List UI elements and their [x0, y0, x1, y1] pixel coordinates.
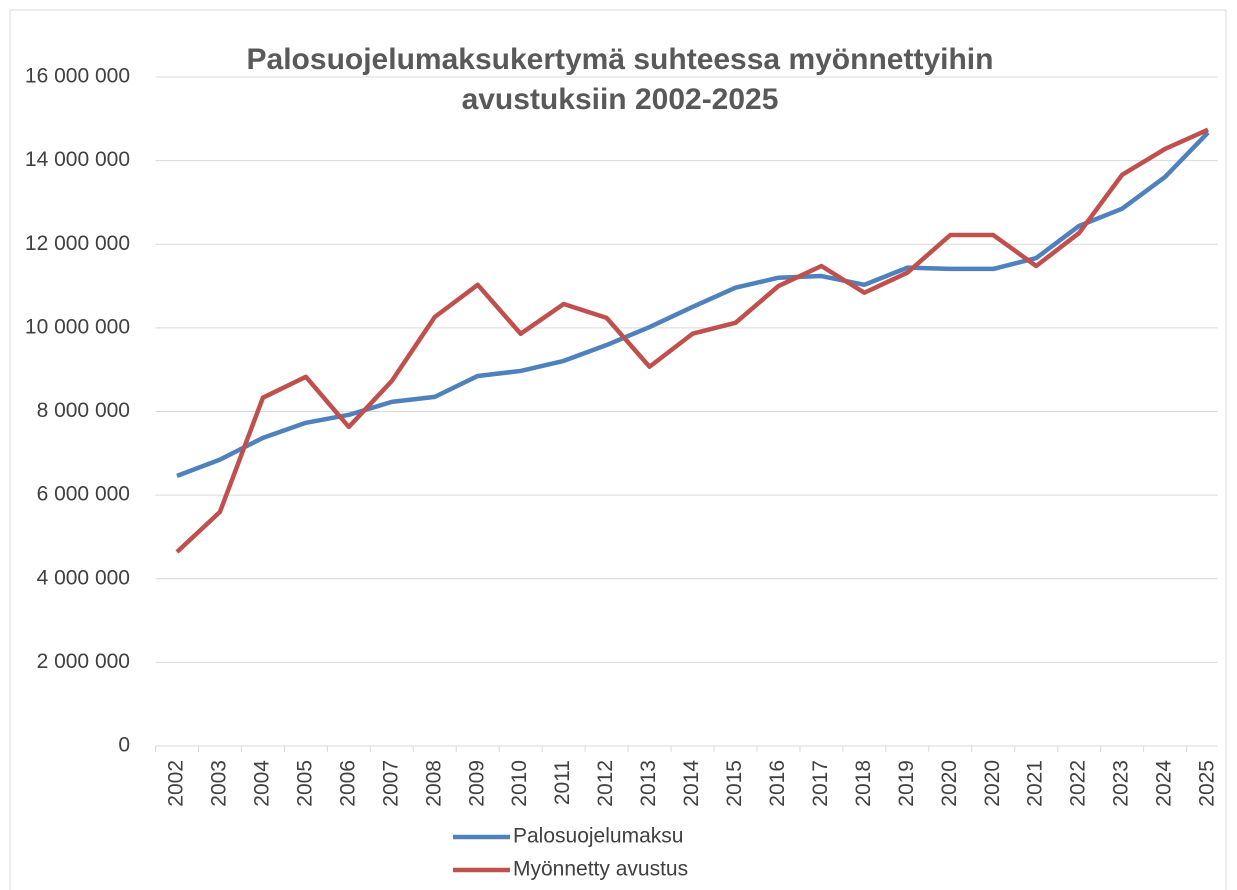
x-tick-label: 2008 — [422, 760, 445, 807]
x-tick-label: 2007 — [379, 760, 402, 807]
y-tick-label: 14 000 000 — [25, 148, 130, 171]
x-tick-label: 2005 — [293, 760, 316, 807]
x-tick-label: 2023 — [1110, 760, 1133, 807]
x-tick-label: 2009 — [465, 760, 488, 807]
y-tick-label: 0 — [118, 734, 130, 757]
x-tick-label: 2013 — [637, 760, 660, 807]
chart-frame — [9, 9, 1227, 890]
x-tick-label: 2003 — [208, 760, 231, 807]
x-tick-label: 2012 — [594, 760, 617, 807]
x-tick-label: 2020 — [938, 760, 961, 807]
y-tick-label: 16 000 000 — [25, 65, 130, 88]
x-tick-label: 2018 — [852, 760, 875, 807]
y-tick-label: 10 000 000 — [25, 315, 130, 338]
y-tick-label: 2 000 000 — [37, 650, 130, 673]
x-tick-label: 2006 — [336, 760, 359, 807]
x-tick-label: 2025 — [1196, 760, 1219, 807]
legend-label: Palosuojelumaksu — [513, 825, 683, 848]
x-tick-label: 2016 — [766, 760, 789, 807]
x-tick-label: 2019 — [895, 760, 918, 807]
y-tick-label: 6 000 000 — [37, 483, 130, 506]
x-tick-label: 2002 — [165, 760, 188, 807]
x-tick-label: 2011 — [551, 760, 574, 805]
x-tick-label: 2014 — [680, 760, 703, 807]
y-tick-label: 8 000 000 — [37, 399, 130, 422]
chart-title: Palosuojelumaksukertymä suhteessa myönne… — [246, 43, 994, 116]
series-line — [175, 127, 1209, 554]
y-tick-label: 4 000 000 — [37, 566, 130, 589]
legend-label: Myönnetty avustus — [513, 858, 688, 881]
x-tick-label: 2020 — [981, 760, 1004, 807]
y-tick-label: 12 000 000 — [25, 232, 130, 255]
series-line — [176, 131, 1210, 478]
x-tick-label: 2021 — [1024, 760, 1047, 807]
x-tick-label: 2022 — [1067, 760, 1090, 807]
x-tick-label: 2017 — [809, 760, 832, 807]
x-tick-label: 2024 — [1153, 760, 1176, 807]
x-tick-label: 2015 — [723, 760, 746, 807]
x-tick-label: 2010 — [508, 760, 531, 807]
x-tick-label: 2004 — [250, 760, 273, 807]
